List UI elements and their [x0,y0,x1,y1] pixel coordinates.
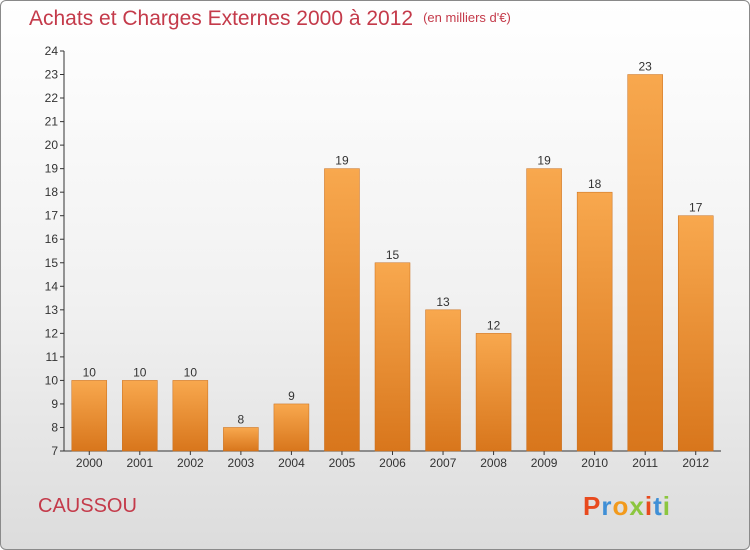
x-tick-label-2001: 2001 [126,456,153,470]
y-tick-label: 23 [45,68,59,82]
bar-2007 [425,309,461,452]
y-tick-label: 21 [45,115,59,129]
data-label-2006: 15 [386,248,400,262]
x-tick-label-2000: 2000 [76,456,103,470]
y-tick-label: 12 [45,326,59,340]
y-tick-label: 13 [45,303,59,317]
data-label-2002: 10 [184,365,198,379]
bar-2006 [374,262,411,452]
data-label-2012: 17 [689,201,703,215]
x-tick-label-2006: 2006 [379,456,406,470]
y-tick-label: 8 [51,420,58,434]
x-tick-label-2005: 2005 [329,456,356,470]
bar-2000 [71,380,108,452]
data-label-2007: 13 [436,295,450,309]
bar-2012 [677,215,714,452]
logo-letter: o [612,491,630,521]
commune-name: CAUSSOU [38,495,137,517]
bar-2003 [223,427,259,452]
x-tick-label-2009: 2009 [531,456,558,470]
y-tick-label: 20 [45,138,59,152]
x-tick-label-2007: 2007 [430,456,457,470]
x-tick-label-2003: 2003 [228,456,255,470]
x-tick-label-2002: 2002 [177,456,204,470]
data-label-2008: 12 [487,318,501,332]
x-tick-label-2008: 2008 [480,456,507,470]
data-label-2000: 10 [83,365,97,379]
x-tick-label-2011: 2011 [632,456,658,470]
bars: 10 10 10 8 9 19 15 13 12 19 18 23 17 [71,60,714,452]
bar-2008 [475,333,512,452]
data-label-2009: 19 [537,154,551,168]
logo-letter: x [629,491,645,521]
y-tick-label: 10 [45,373,59,387]
logo-letter: t [653,491,663,521]
bar-2002 [172,380,209,452]
data-label-2004: 9 [288,389,295,403]
data-label-2001: 10 [133,365,147,379]
x-tick-label-2012: 2012 [682,456,709,470]
bar-2009 [526,168,562,452]
y-tick-label: 16 [45,232,59,246]
y-tick-label: 15 [45,256,59,270]
logo-letter: i [662,491,671,521]
y-tick-label: 18 [45,185,59,199]
y-tick-label: 9 [51,397,58,411]
y-tick-label: 14 [45,279,59,293]
data-label-2005: 19 [335,154,349,168]
y-tick-label: 24 [45,44,59,58]
bar-2010 [576,191,613,452]
x-tick-label-2004: 2004 [278,456,305,470]
bar-2001 [122,380,158,452]
data-label-2010: 18 [588,177,602,191]
y-tick-label: 19 [45,162,59,176]
data-label-2003: 8 [238,412,245,426]
y-tick-label: 17 [45,209,59,223]
bar-2004 [273,403,310,452]
logo-letter: r [601,491,613,521]
proxiti-logo: Proxiti [583,491,671,522]
x-tick-label-2010: 2010 [581,456,608,470]
bar-2005 [324,168,360,452]
bar-2011 [627,74,663,452]
y-tick-label: 22 [45,91,59,105]
chart-title-text: Achats et Charges Externes 2000 à 2012 [29,7,414,30]
chart-unit: (en milliers d'€) [423,10,511,25]
y-tick-label: 7 [51,444,58,458]
logo-letter: P [583,491,602,521]
y-tick-label: 11 [46,350,59,364]
data-label-2011: 23 [639,60,653,74]
logo-letter: i [644,491,654,521]
chart-title: Achats et Charges Externes 2000 à 2012 (e… [29,7,511,31]
